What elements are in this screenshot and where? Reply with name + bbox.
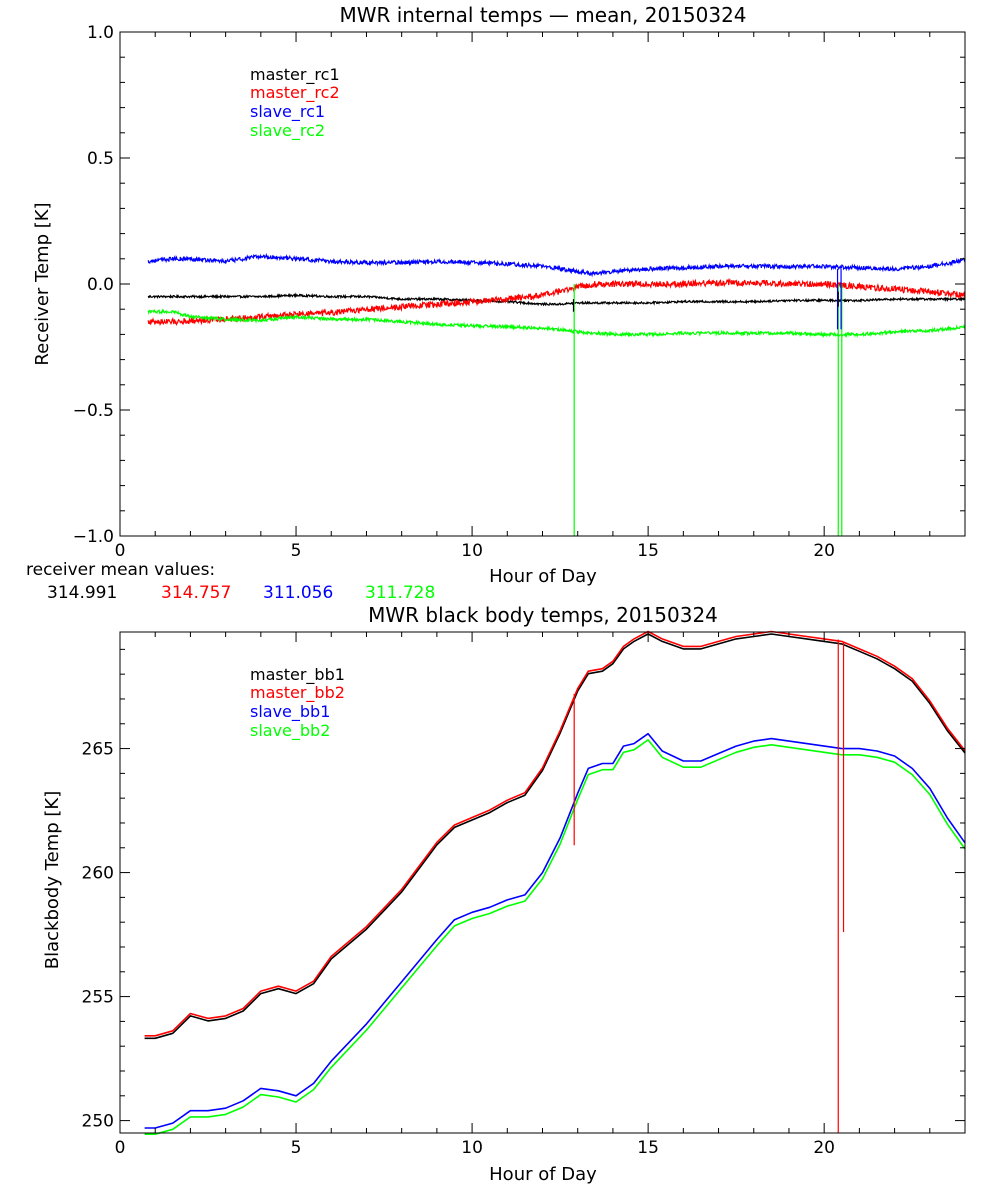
chart-title: MWR internal temps — mean, 20150324 bbox=[339, 3, 746, 27]
y-axis-label: Blackbody Temp [K] bbox=[42, 791, 63, 969]
y-tick-label: 260 bbox=[82, 864, 114, 884]
series-line-slave_rc1 bbox=[147, 252, 966, 278]
y-tick-label: 1.0 bbox=[87, 23, 114, 43]
x-tick-label: 10 bbox=[461, 1138, 483, 1158]
receiver-mean-value: 311.056 bbox=[263, 583, 333, 603]
x-axis-label: Hour of Day bbox=[489, 1164, 597, 1185]
legend: master_bb1 master_bb2 slave_bb1 slave_bb… bbox=[250, 665, 345, 741]
y-tick-label: −1.0 bbox=[73, 527, 114, 547]
receiver-mean-value: 314.991 bbox=[47, 583, 117, 603]
x-tick-label: 5 bbox=[291, 541, 302, 561]
legend-entry-master-bb1: master_bb1 bbox=[250, 665, 345, 685]
internal-temps-chart: MWR internal temps — mean, 20150324 0 5 10… bbox=[32, 3, 966, 587]
series-line-slave_bb2 bbox=[144, 739, 966, 1135]
legend-entry-slave-bb2: slave_bb2 bbox=[250, 721, 330, 741]
chart-title: MWR black body temps, 20150324 bbox=[368, 603, 718, 627]
x-tick-label: 10 bbox=[461, 541, 483, 561]
legend: master_rc1 master_rc2 slave_rc1 slave_rc… bbox=[250, 65, 340, 141]
y-axis-label: Receiver Temp [K] bbox=[32, 202, 53, 365]
tick-layer: 0 5 10 15 20 250 255 260 265 bbox=[82, 632, 966, 1158]
legend-entry-slave-rc2: slave_rc2 bbox=[250, 121, 325, 141]
y-tick-label: 250 bbox=[82, 1112, 114, 1132]
x-axis-label: Hour of Day bbox=[489, 566, 597, 587]
legend-entry-master-bb2: master_bb2 bbox=[250, 683, 345, 703]
series-line-slave_bb1 bbox=[144, 732, 966, 1129]
receiver-means-label: receiver mean values: bbox=[26, 560, 215, 580]
legend-entry-slave-bb1: slave_bb1 bbox=[250, 702, 330, 722]
y-tick-label: 0.5 bbox=[87, 149, 114, 169]
y-tick-label: 0.0 bbox=[87, 275, 114, 295]
receiver-mean-value: 314.757 bbox=[161, 583, 231, 603]
legend-entry-master-rc1: master_rc1 bbox=[250, 65, 340, 85]
x-tick-label: 0 bbox=[115, 541, 126, 561]
series-line-master_bb1 bbox=[144, 633, 966, 1040]
y-tick-label: 255 bbox=[82, 988, 114, 1008]
y-tick-label: −0.5 bbox=[73, 401, 114, 421]
series-line-master_bb2 bbox=[144, 630, 966, 1037]
legend-entry-master-rc2: master_rc2 bbox=[250, 83, 340, 103]
y-tick-label: 265 bbox=[82, 740, 114, 760]
receiver-mean-value: 311.728 bbox=[365, 583, 435, 603]
x-tick-label: 20 bbox=[813, 541, 835, 561]
x-tick-label: 15 bbox=[637, 1138, 659, 1158]
tick-layer: 0 5 10 15 20 −1.0 −0.5 0.0 0.5 1.0 bbox=[73, 23, 966, 561]
x-tick-label: 20 bbox=[813, 1138, 835, 1158]
series-layer bbox=[147, 252, 966, 536]
series-layer bbox=[144, 630, 966, 1135]
receiver-means: receiver mean values: 314.991 314.757 31… bbox=[26, 560, 435, 603]
series-line-slave_rc2 bbox=[147, 308, 966, 339]
x-tick-label: 15 bbox=[637, 541, 659, 561]
series-line-master_rc1 bbox=[147, 292, 966, 307]
blackbody-temps-chart: MWR black body temps, 20150324 0 5 10 15 20 2… bbox=[42, 603, 966, 1185]
legend-entry-slave-rc1: slave_rc1 bbox=[250, 102, 325, 122]
x-tick-label: 5 bbox=[291, 1138, 302, 1158]
series-line-master_rc2 bbox=[147, 278, 966, 327]
x-tick-label: 0 bbox=[115, 1138, 126, 1158]
